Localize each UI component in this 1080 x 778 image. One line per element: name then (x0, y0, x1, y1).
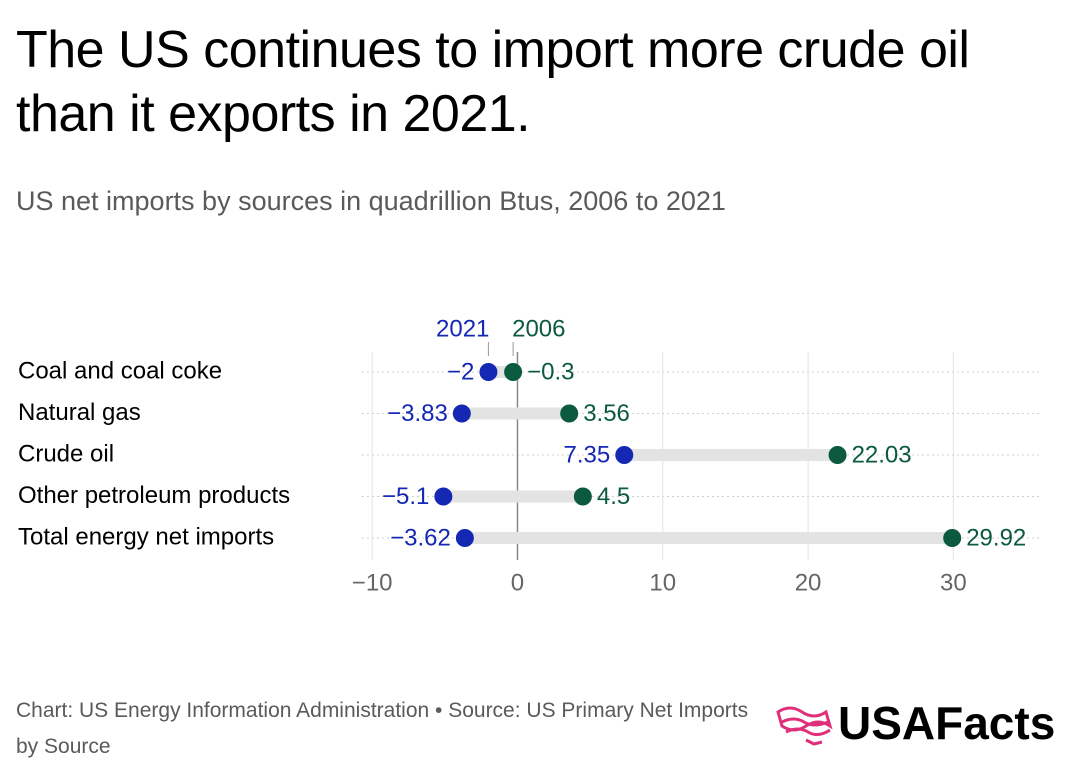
x-tick-label: −10 (352, 569, 393, 596)
x-tick-label: 0 (511, 569, 524, 596)
category-label: Other petroleum products (18, 482, 290, 509)
value-label: −5.1 (382, 483, 429, 510)
value-label: 22.03 (852, 441, 912, 468)
dot (615, 446, 634, 464)
value-label: 3.56 (583, 400, 630, 427)
x-tick-label: 20 (795, 569, 822, 596)
category-label: Coal and coal coke (18, 357, 222, 384)
range-bar (461, 407, 570, 420)
value-label: −0.3 (527, 358, 574, 385)
dot (573, 487, 592, 506)
logo-text: USAFacts (838, 697, 1055, 749)
dot (455, 529, 474, 547)
dot (943, 529, 962, 547)
legend-label: 2021 (436, 315, 489, 342)
range-bar (464, 532, 953, 544)
chart-title: The US continues to import more crude oi… (16, 21, 970, 143)
value-label: 7.35 (564, 441, 611, 468)
x-tick-label: 30 (940, 569, 967, 596)
range-bar (624, 449, 838, 461)
dot (479, 363, 498, 381)
source-note: Chart: US Energy Information Administrat… (16, 699, 749, 758)
dot (828, 446, 847, 464)
x-tick-label: 10 (649, 569, 676, 596)
legend-label: 2006 (512, 315, 565, 342)
value-label: 29.92 (966, 524, 1026, 551)
value-label: −3.62 (390, 524, 451, 551)
logo-icon (776, 706, 833, 746)
value-label: 4.5 (597, 483, 630, 510)
dot (434, 487, 453, 506)
chart-subtitle: US net imports by sources in quadrillion… (16, 186, 726, 216)
range-bar (443, 490, 583, 503)
dot (452, 404, 471, 423)
value-label: −3.83 (387, 400, 448, 427)
dot (504, 363, 523, 381)
dot (560, 404, 579, 423)
category-label: Crude oil (18, 440, 114, 467)
category-label: Total energy net imports (18, 523, 274, 550)
category-label: Natural gas (18, 399, 141, 426)
value-label: −2 (447, 358, 474, 385)
